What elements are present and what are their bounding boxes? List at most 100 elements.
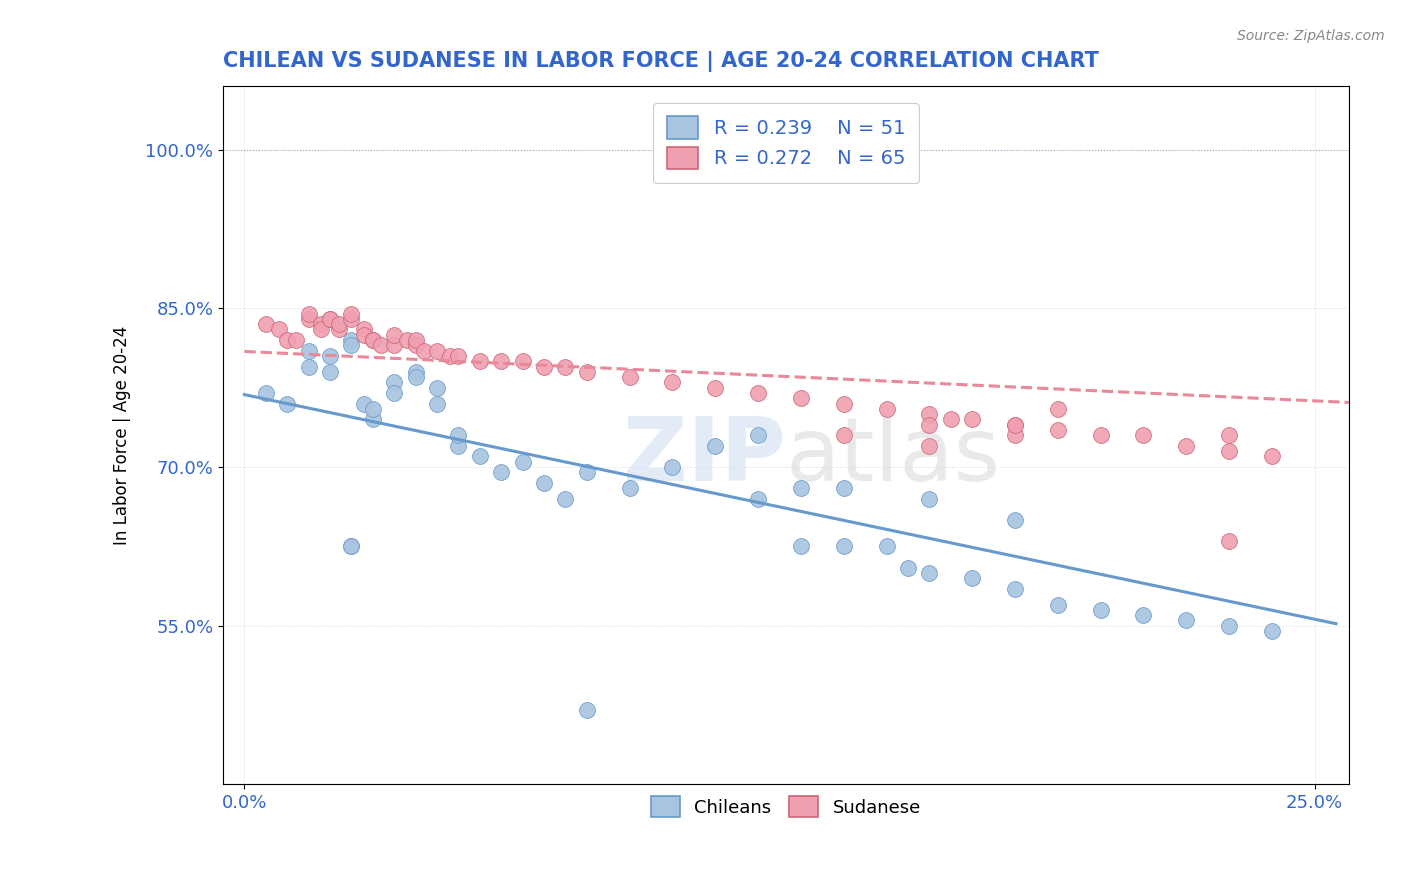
Point [876, 540, 898, 554]
Point [661, 460, 683, 475]
Point [661, 376, 683, 390]
Point [619, 481, 641, 495]
Point [276, 333, 298, 347]
Point [361, 333, 384, 347]
Point [832, 540, 855, 554]
Point [361, 412, 384, 426]
Point [918, 491, 941, 506]
Point [512, 455, 534, 469]
Point [340, 540, 363, 554]
Y-axis label: In Labor Force | Age 20-24: In Labor Force | Age 20-24 [114, 326, 131, 545]
Point [575, 703, 598, 717]
Point [1261, 450, 1284, 464]
Point [960, 571, 983, 585]
Text: CHILEAN VS SUDANESE IN LABOR FORCE | AGE 20-24 CORRELATION CHART: CHILEAN VS SUDANESE IN LABOR FORCE | AGE… [224, 51, 1099, 71]
Point [1218, 428, 1240, 442]
Point [1175, 439, 1198, 453]
Point [319, 312, 342, 326]
Point [328, 322, 350, 336]
Point [254, 317, 277, 331]
Point [361, 333, 384, 347]
Point [1004, 582, 1026, 596]
Point [1218, 618, 1240, 632]
Point [1132, 428, 1154, 442]
Point [382, 338, 405, 352]
Text: Source: ZipAtlas.com: Source: ZipAtlas.com [1237, 29, 1385, 43]
Point [439, 349, 461, 363]
Point [918, 407, 941, 421]
Point [1218, 444, 1240, 458]
Point [311, 317, 333, 331]
Point [447, 349, 470, 363]
Point [284, 333, 307, 347]
Point [512, 354, 534, 368]
Point [1261, 624, 1284, 638]
Point [340, 333, 363, 347]
Point [1004, 417, 1026, 432]
Point [340, 338, 363, 352]
Point [832, 396, 855, 410]
Point [298, 359, 321, 374]
Point [918, 417, 941, 432]
Point [533, 359, 555, 374]
Point [413, 343, 436, 358]
Point [405, 365, 427, 379]
Point [405, 338, 427, 352]
Point [340, 307, 363, 321]
Point [1218, 534, 1240, 549]
Point [447, 428, 470, 442]
Point [254, 386, 277, 401]
Point [832, 428, 855, 442]
Point [1175, 614, 1198, 628]
Point [353, 322, 375, 336]
Point [340, 312, 363, 326]
Point [554, 359, 576, 374]
Point [704, 439, 727, 453]
Point [319, 365, 342, 379]
Point [1046, 401, 1069, 416]
Point [918, 439, 941, 453]
Point [298, 343, 321, 358]
Point [426, 343, 449, 358]
Point [396, 333, 419, 347]
Point [319, 312, 342, 326]
Point [298, 307, 321, 321]
Point [426, 381, 449, 395]
Point [575, 365, 598, 379]
Point [370, 338, 392, 352]
Text: ZIP: ZIP [623, 413, 786, 500]
Point [939, 412, 962, 426]
Point [361, 401, 384, 416]
Point [960, 412, 983, 426]
Point [790, 481, 813, 495]
Point [1346, 396, 1368, 410]
Point [353, 396, 375, 410]
Point [747, 428, 769, 442]
Point [1046, 423, 1069, 437]
Point [447, 439, 470, 453]
Point [832, 481, 855, 495]
Point [468, 354, 491, 368]
Point [1004, 428, 1026, 442]
Point [1132, 608, 1154, 623]
Point [382, 327, 405, 342]
Point [353, 327, 375, 342]
Point [311, 322, 333, 336]
Point [319, 349, 342, 363]
Legend: Chileans, Sudanese: Chileans, Sudanese [644, 789, 928, 824]
Point [405, 370, 427, 384]
Point [747, 491, 769, 506]
Point [1090, 428, 1112, 442]
Point [405, 333, 427, 347]
Point [491, 465, 513, 479]
Point [533, 475, 555, 490]
Point [575, 465, 598, 479]
Point [554, 491, 576, 506]
Point [1389, 376, 1406, 390]
Point [267, 322, 290, 336]
Point [426, 396, 449, 410]
Text: atlas: atlas [786, 413, 1001, 500]
Point [1004, 513, 1026, 527]
Point [790, 540, 813, 554]
Point [1004, 417, 1026, 432]
